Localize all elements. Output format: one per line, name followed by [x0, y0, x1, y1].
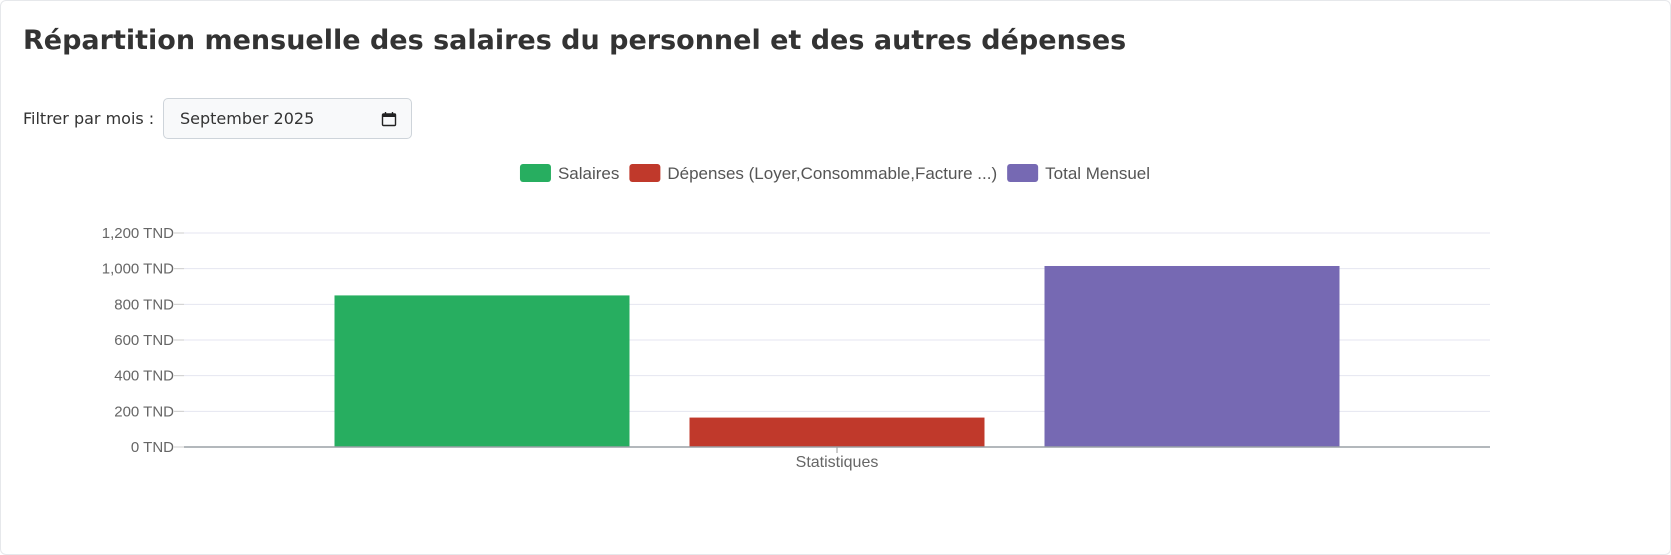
- page-title: Répartition mensuelle des salaires du pe…: [23, 25, 1127, 56]
- y-tick-label: 1,200 TND: [102, 225, 174, 242]
- legend-swatch-salaires[interactable]: [519, 164, 551, 182]
- bar-total[interactable]: [1044, 265, 1340, 447]
- month-picker-input[interactable]: September 2025: [163, 98, 412, 139]
- y-tick-label: 1,000 TND: [102, 261, 174, 278]
- filter-label: Filtrer par mois :: [23, 109, 155, 128]
- x-tick-label: Statistiques: [796, 454, 879, 471]
- legend-label-total[interactable]: Total Mensuel: [1045, 164, 1150, 183]
- y-tick-label: 400 TND: [114, 368, 174, 385]
- y-tick-label: 0 TND: [131, 439, 174, 456]
- legend-swatch-depenses[interactable]: [629, 164, 661, 182]
- y-tick-label: 200 TND: [114, 403, 174, 420]
- bar-depenses[interactable]: [689, 417, 985, 447]
- calendar-icon[interactable]: [381, 111, 397, 127]
- legend-swatch-total[interactable]: [1007, 164, 1039, 182]
- month-value: September 2025: [180, 109, 315, 128]
- legend-label-depenses[interactable]: Dépenses (Loyer,Consommable,Facture ...): [667, 164, 997, 183]
- y-tick-label: 600 TND: [114, 332, 174, 349]
- bar-salaires[interactable]: [334, 295, 630, 447]
- y-tick-label: 800 TND: [114, 296, 174, 313]
- legend-label-salaires[interactable]: Salaires: [558, 164, 619, 183]
